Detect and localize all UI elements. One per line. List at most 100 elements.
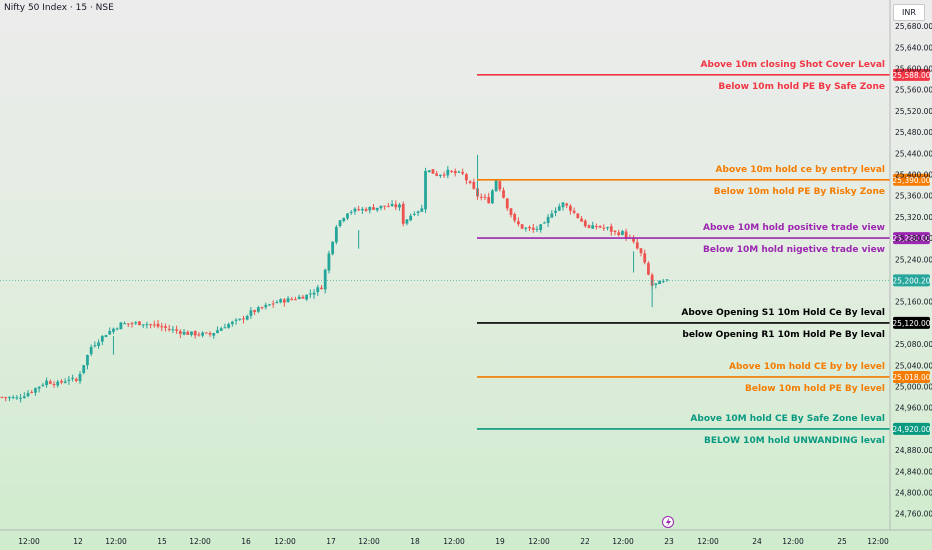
candle	[353, 207, 357, 215]
candle	[126, 323, 130, 327]
candle	[569, 204, 572, 215]
candle	[22, 392, 26, 399]
candle	[435, 170, 439, 177]
candle	[502, 187, 505, 199]
level-above-label: Above 10m hold CE by by level	[729, 362, 885, 372]
candle	[48, 379, 52, 385]
candle	[186, 330, 190, 336]
candle	[483, 193, 487, 201]
level-black[interactable]: Above Opening S1 10m Hold Ce By leval bel…	[477, 308, 931, 340]
candle	[583, 219, 587, 228]
candle	[405, 219, 409, 226]
candle	[208, 331, 212, 337]
price-tick-label: 25,080.00	[895, 340, 932, 349]
time-tick-label: 19	[495, 537, 505, 546]
candle	[282, 298, 286, 307]
candle	[461, 168, 465, 176]
time-tick-label: 12	[73, 537, 83, 546]
candle	[561, 201, 565, 211]
candle	[327, 250, 331, 274]
candle	[546, 214, 550, 227]
price-tick-label: 25,040.00	[895, 361, 932, 370]
candle	[164, 323, 167, 332]
price-tick-label: 25,320.00	[895, 213, 932, 222]
candle	[230, 320, 234, 327]
candle	[290, 296, 294, 301]
candle	[658, 280, 661, 285]
current-price-badge: 25,200.20	[892, 274, 931, 287]
candle	[30, 390, 34, 394]
candle	[531, 223, 535, 233]
candle	[320, 285, 323, 290]
time-tick-label: 23	[664, 537, 674, 546]
candle	[632, 235, 635, 244]
candle	[119, 321, 123, 330]
candle	[242, 315, 245, 324]
candle	[490, 188, 494, 204]
time-tick-label: 12:00	[697, 537, 719, 546]
level-price-value: 25,280.00	[892, 234, 930, 243]
candle	[171, 326, 175, 333]
time-tick-label: 12:00	[18, 537, 40, 546]
level-green[interactable]: Above 10M hold CE By Safe Zone leval BELO…	[477, 414, 931, 446]
price-tick-label: 25,520.00	[895, 107, 932, 116]
price-tick-label: 25,600.00	[895, 65, 932, 74]
price-tick-label: 25,280.00	[895, 234, 932, 243]
candle	[197, 331, 201, 337]
level-orange[interactable]: Above 10m hold CE by by level Below 10m h…	[477, 362, 931, 394]
candle	[104, 334, 108, 338]
level-above-label: Above Opening S1 10m Hold Ce By leval	[681, 308, 885, 318]
candle	[11, 395, 15, 400]
candle	[621, 229, 624, 236]
candle	[349, 210, 353, 215]
candle	[643, 249, 647, 265]
candle	[130, 321, 134, 328]
level-price-value: 24,920.00	[892, 425, 930, 434]
candle	[334, 224, 338, 245]
candle	[175, 325, 179, 334]
level-above-label: Above 10M hold positive trade view	[703, 223, 885, 233]
candle	[438, 174, 442, 178]
candle	[535, 225, 539, 232]
level-below-label: Below 10m hold PE By Risky Zone	[714, 187, 885, 197]
price-tick-label: 24,880.00	[895, 446, 932, 455]
candle	[160, 322, 164, 332]
candle	[368, 206, 372, 214]
candle	[201, 331, 205, 338]
levels-layer: Above 10m closing Shot Cover Leval Below …	[477, 60, 931, 446]
candle	[509, 207, 513, 218]
price-tick-label: 25,560.00	[895, 86, 932, 95]
level-purple[interactable]: Above 10M hold positive trade view Below …	[477, 223, 931, 255]
candle	[256, 305, 260, 314]
level-price-value: 25,120.00	[892, 319, 930, 328]
time-tick-label: 12:00	[274, 537, 296, 546]
candle	[238, 318, 242, 321]
level-above-label: Above 10m hold ce by entry leval	[716, 165, 885, 175]
candle	[479, 193, 483, 201]
current-price-value: 25,200.20	[892, 276, 930, 285]
candle	[71, 374, 74, 382]
candle	[613, 230, 617, 236]
candle	[279, 298, 283, 304]
level-below-label: Below 10m hold PE By Safe Zone	[718, 82, 885, 92]
candle	[223, 323, 227, 329]
candle	[112, 327, 115, 334]
candle	[219, 326, 223, 331]
candle	[539, 223, 543, 233]
candle	[253, 309, 257, 315]
level-orange[interactable]: Above 10m hold ce by entry leval Below 10…	[477, 165, 931, 197]
currency-selector[interactable]: INR	[893, 4, 925, 21]
level-red[interactable]: Above 10m closing Shot Cover Leval Below …	[477, 60, 931, 92]
symbol-title: Nifty 50 Index · 15 · NSE	[4, 3, 114, 13]
candle	[520, 223, 524, 230]
candle	[661, 278, 665, 284]
candle	[442, 171, 446, 178]
lightning-icon[interactable]	[662, 516, 674, 528]
candle	[108, 327, 112, 335]
candle	[528, 225, 531, 232]
price-tick-label: 24,840.00	[895, 467, 932, 476]
candle	[4, 396, 8, 402]
candle	[472, 178, 476, 190]
